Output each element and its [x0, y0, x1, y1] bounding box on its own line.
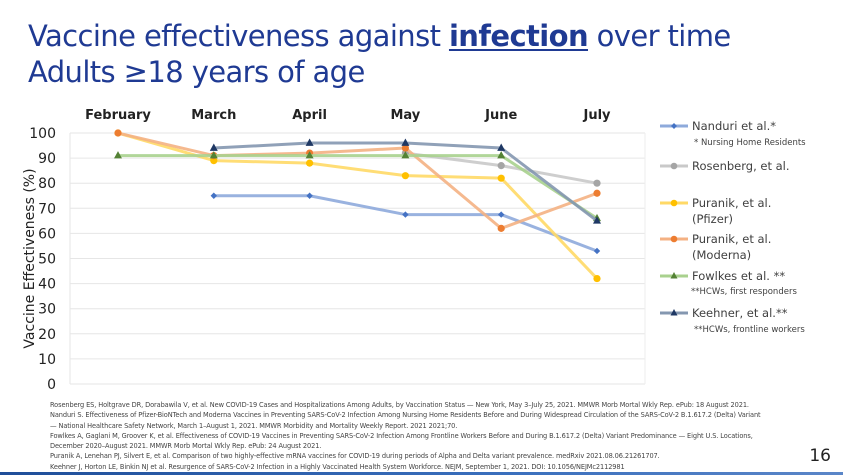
legend-label: Puranik, et al. (Pfizer)	[692, 196, 772, 226]
reference-line: December 2020–August 2021. MMWR Morb Mor…	[50, 442, 322, 451]
line-chart: 0 10 20 30 40 50 60 70 80 90 100 Vaccine Effectiven…	[22, 108, 646, 393]
legend-swatch	[658, 305, 690, 319]
data-point-fowlkes-et-al	[401, 151, 410, 159]
y-tick-label: 90	[38, 151, 56, 167]
data-point-keehner-et-al	[401, 138, 410, 146]
x-category-label: May	[391, 108, 421, 123]
data-point-nanduri-et-al	[593, 247, 601, 255]
data-point-rosenberg-et-al	[593, 179, 601, 187]
y-tick-label: 0	[47, 377, 56, 393]
y-tick-label: 40	[38, 277, 56, 293]
legend-swatch	[658, 268, 690, 282]
y-tick-label: 20	[38, 327, 56, 343]
data-point-nanduri-et-al	[306, 192, 313, 199]
x-category-label: February	[85, 108, 151, 123]
series-line-puranik-et-al-moderna	[117, 131, 598, 230]
reference-line: — National Healthcare Safety Network, Ma…	[50, 421, 458, 430]
data-point-puranik-et-al-moderna	[593, 189, 601, 197]
data-point-keehner-et-al	[497, 143, 506, 151]
reference-line: Puranik A, Lenehan PJ, Silvert E, et al.…	[50, 452, 660, 461]
data-point-puranik-et-al-pfizer	[593, 274, 601, 283]
data-point-puranik-et-al-pfizer	[497, 174, 505, 182]
data-point-nanduri-et-al	[498, 211, 505, 218]
y-tick-label: 60	[38, 226, 56, 242]
x-category-label: June	[484, 108, 517, 123]
data-point-fowlkes-et-al	[305, 151, 314, 159]
reference-line: Keehner J, Horton LE, Binkin NJ et al. R…	[50, 462, 625, 471]
y-tick-label: 70	[38, 201, 56, 217]
legend-item: Puranik, et al. (Moderna)	[658, 231, 771, 263]
legend-label: Fowlkes et al. **	[692, 269, 786, 283]
legend-label: Keehner, et al.**	[692, 306, 788, 320]
x-category-label: April	[292, 108, 327, 123]
slide-title: Vaccine effectiveness against infection …	[28, 18, 731, 90]
data-point-puranik-et-al-moderna	[114, 129, 122, 137]
legend-footnote: * Nursing Home Residents	[694, 138, 806, 148]
series-line-nanduri-et-al	[213, 194, 598, 253]
data-point-rosenberg-et-al	[497, 162, 505, 170]
y-tick-label: 10	[38, 352, 56, 368]
y-tick-label: 50	[38, 252, 56, 268]
references: Rosenberg ES, Holtgrave DR, Dorabawila V…	[50, 400, 810, 472]
y-axis-title: Vaccine Effectiveness (%)	[22, 168, 38, 348]
reference-line: Fowlkes A, Gaglani M, Groover K, et al. …	[50, 431, 753, 440]
data-point-nanduri-et-al	[402, 211, 409, 218]
title-suffix: over time	[588, 19, 732, 53]
legend-item: Nanduri et al.*	[658, 118, 776, 134]
data-point-fowlkes-et-al	[209, 151, 218, 159]
legend-footnote: **HCWs, first responders	[691, 287, 797, 297]
x-category-label: July	[582, 108, 611, 123]
legend-swatch	[658, 195, 690, 209]
data-point-puranik-et-al-pfizer	[210, 157, 218, 165]
title-emphasis: infection	[448, 19, 589, 53]
legend-label: Rosenberg, et al.	[692, 159, 790, 173]
y-tick-label: 30	[38, 302, 56, 318]
legend-swatch	[658, 231, 690, 245]
data-point-keehner-et-al	[593, 216, 601, 224]
title-prefix: Vaccine effectiveness against	[28, 19, 449, 53]
legend-item: Keehner, et al.**	[658, 305, 787, 321]
series-line-fowlkes-et-al	[118, 154, 598, 220]
data-point-keehner-et-al	[209, 143, 218, 151]
x-category-label: March	[191, 108, 236, 123]
legend-label: Puranik, et al. (Moderna)	[692, 232, 772, 262]
y-tick-label: 80	[38, 176, 56, 192]
data-point-fowlkes-et-al	[114, 151, 122, 159]
slide-subtitle: Adults ≥18 years of age	[28, 55, 365, 89]
data-point-nanduri-et-al	[210, 192, 217, 199]
footer-bar	[0, 472, 843, 475]
legend-item: Fowlkes et al. **	[658, 268, 785, 284]
legend-swatch	[658, 118, 690, 132]
data-point-puranik-et-al-moderna	[497, 224, 505, 232]
reference-line: Rosenberg ES, Holtgrave DR, Dorabawila V…	[50, 401, 749, 409]
data-point-keehner-et-al	[305, 138, 314, 146]
data-point-puranik-et-al-pfizer	[306, 159, 314, 167]
legend-footnote: **HCWs, frontline workers	[694, 325, 805, 335]
legend-item: Puranik, et al. (Pfizer)	[658, 195, 771, 227]
legend-item: Rosenberg, et al.	[658, 158, 790, 174]
data-point-fowlkes-et-al	[497, 151, 506, 159]
data-point-puranik-et-al-pfizer	[401, 172, 409, 180]
legend-swatch	[658, 158, 690, 172]
page-number: 16	[809, 446, 831, 466]
y-tick-label: 100	[29, 126, 56, 142]
data-point-puranik-et-al-moderna	[401, 144, 409, 152]
legend-label: Nanduri et al.*	[692, 119, 776, 133]
reference-line: Nanduri S. Effectiveness of Pfizer-BioNT…	[50, 411, 761, 420]
